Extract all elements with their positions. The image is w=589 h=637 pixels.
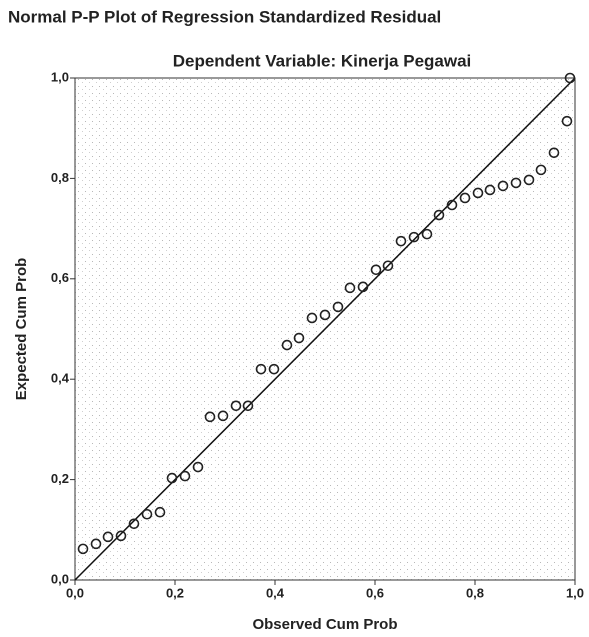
data-point bbox=[306, 312, 318, 324]
data-point bbox=[293, 332, 305, 344]
data-point bbox=[179, 470, 191, 482]
data-point bbox=[561, 115, 573, 127]
data-point bbox=[484, 184, 496, 196]
x-tick-label: 0,0 bbox=[66, 585, 84, 600]
data-point bbox=[459, 192, 471, 204]
data-point bbox=[192, 461, 204, 473]
data-point bbox=[128, 518, 140, 530]
data-point bbox=[90, 538, 102, 550]
data-point bbox=[357, 281, 369, 293]
data-point bbox=[102, 531, 114, 543]
data-point bbox=[433, 209, 445, 221]
y-axis-label: Expected Cum Prob bbox=[13, 258, 30, 401]
data-point bbox=[382, 260, 394, 272]
data-point bbox=[497, 180, 509, 192]
data-point bbox=[523, 174, 535, 186]
data-point bbox=[408, 231, 420, 243]
data-point bbox=[548, 147, 560, 159]
plot-frame bbox=[74, 77, 576, 581]
data-point bbox=[141, 508, 153, 520]
data-point bbox=[510, 177, 522, 189]
data-point bbox=[230, 400, 242, 412]
x-tick-label: 0,8 bbox=[466, 585, 484, 600]
data-point bbox=[446, 199, 458, 211]
chart-title: Normal P-P Plot of Regression Standardiz… bbox=[8, 7, 441, 26]
y-tick-label: 0,2 bbox=[51, 471, 69, 486]
data-point bbox=[564, 72, 576, 84]
data-point bbox=[281, 339, 293, 351]
x-tick-label: 0,6 bbox=[366, 585, 384, 600]
x-tick-label: 0,4 bbox=[266, 585, 285, 600]
data-point bbox=[370, 264, 382, 276]
x-tick-label: 0,2 bbox=[166, 585, 184, 600]
data-point bbox=[344, 282, 356, 294]
data-point bbox=[255, 363, 267, 375]
data-point bbox=[319, 309, 331, 321]
data-point bbox=[535, 164, 547, 176]
data-point bbox=[154, 506, 166, 518]
data-point bbox=[242, 400, 254, 412]
y-tick-label: 0,6 bbox=[51, 270, 69, 285]
y-tick-label: 0,8 bbox=[51, 170, 69, 185]
data-point bbox=[115, 530, 127, 542]
x-axis-label: Observed Cum Prob bbox=[252, 616, 397, 633]
y-tick-label: 1,0 bbox=[51, 69, 69, 84]
reference-line bbox=[74, 77, 576, 581]
data-point bbox=[421, 228, 433, 240]
data-point bbox=[268, 363, 280, 375]
chart-subtitle: Dependent Variable: Kinerja Pegawai bbox=[173, 51, 472, 70]
data-point bbox=[332, 301, 344, 313]
y-tick-label: 0,0 bbox=[51, 571, 69, 586]
data-point bbox=[166, 472, 178, 484]
data-point bbox=[472, 187, 484, 199]
x-tick-label: 1,0 bbox=[566, 585, 584, 600]
data-point bbox=[77, 543, 89, 555]
data-point bbox=[204, 411, 216, 423]
data-point bbox=[395, 235, 407, 247]
y-tick-label: 0,4 bbox=[51, 371, 70, 386]
data-point bbox=[217, 410, 229, 422]
